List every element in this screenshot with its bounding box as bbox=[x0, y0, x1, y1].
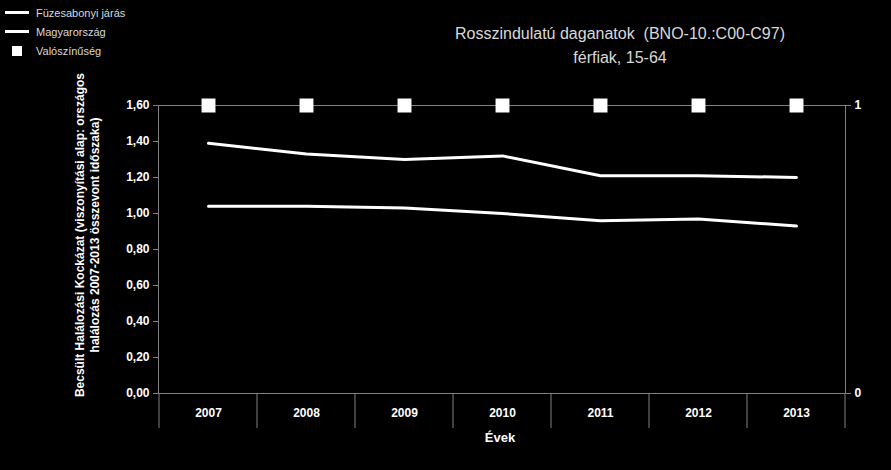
svg-text:0: 0 bbox=[855, 386, 862, 400]
svg-text:1: 1 bbox=[855, 98, 862, 112]
html-text:Becsült Halálozási Kockázat (v: Becsült Halálozási Kockázat (viszonyítás… bbox=[73, 72, 102, 398]
svg-text:2009: 2009 bbox=[391, 406, 418, 420]
svg-text:0,20: 0,20 bbox=[126, 350, 150, 364]
svg-text:0,80: 0,80 bbox=[126, 242, 150, 256]
svg-text:2010: 2010 bbox=[489, 406, 516, 420]
html-text:Rosszindulatú daganatok (BNO-1: Rosszindulatú daganatok (BNO-10.:C00-C97… bbox=[455, 25, 785, 66]
svg-text:0,40: 0,40 bbox=[126, 314, 150, 328]
svg-text:0,60: 0,60 bbox=[126, 278, 150, 292]
svg-text:2007: 2007 bbox=[195, 406, 222, 420]
html-text:Magyarország: Magyarország bbox=[36, 25, 106, 38]
svg-text:1,40: 1,40 bbox=[126, 134, 150, 148]
svg-text:2008: 2008 bbox=[293, 406, 320, 420]
html-text:Évek: Évek bbox=[484, 430, 516, 445]
html-text:Valószínűség: Valószínűség bbox=[36, 44, 102, 57]
svg-text:1,60: 1,60 bbox=[126, 98, 150, 112]
svg-text:1,00: 1,00 bbox=[126, 206, 150, 220]
svg-text:0,00: 0,00 bbox=[126, 386, 150, 400]
svg-text:2011: 2011 bbox=[587, 406, 613, 420]
html-text:Füzesabonyi járás: Füzesabonyi járás bbox=[36, 6, 126, 19]
svg-text:2013: 2013 bbox=[783, 406, 810, 420]
svg-text:2012: 2012 bbox=[685, 406, 712, 420]
svg-text:1,20: 1,20 bbox=[126, 170, 150, 184]
